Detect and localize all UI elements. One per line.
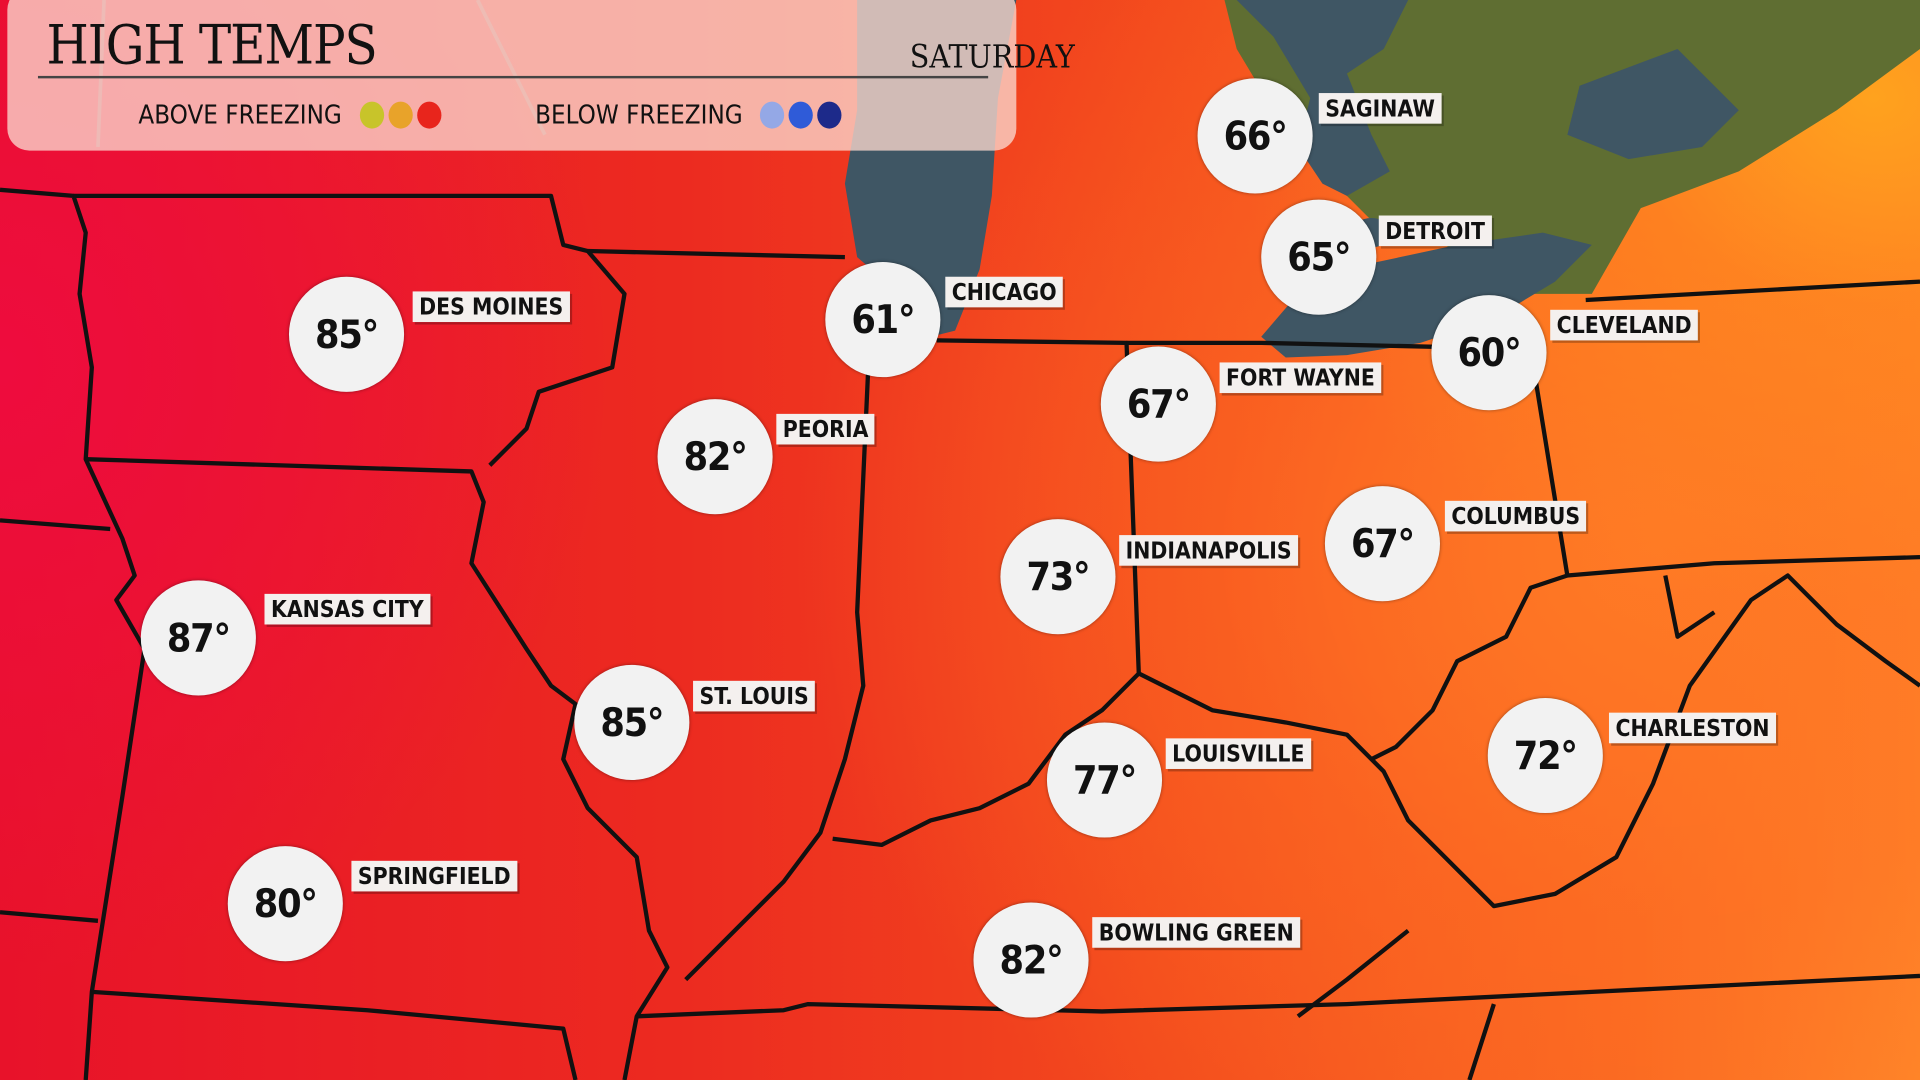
city-label-springfield: SPRINGFIELD	[351, 860, 518, 892]
city-label-detroit: DETROIT	[1378, 215, 1492, 247]
header-panel	[7, 0, 1017, 151]
temp-bubble: 67°	[1324, 486, 1441, 602]
title-divider	[37, 75, 989, 79]
temp-bubble: 80°	[227, 846, 343, 962]
temp-bubble: 87°	[140, 580, 256, 696]
temp-bubble: 72°	[1487, 697, 1603, 814]
legend-above-label: ABOVE FREEZING	[138, 100, 342, 130]
legend-dot-icon	[788, 101, 814, 129]
temp-bubble: 73°	[1000, 519, 1116, 635]
city-label-indianapolis: INDIANAPOLIS	[1119, 535, 1299, 566]
temp-bubble: 77°	[1046, 722, 1163, 838]
temp-bubble: 65°	[1261, 199, 1377, 315]
temp-bubble: 61°	[825, 262, 941, 378]
legend-dot-icon	[388, 101, 413, 129]
temp-bubble: 85°	[288, 276, 405, 392]
page-title: HIGH TEMPS	[46, 14, 378, 78]
legend-dot-icon	[416, 101, 442, 129]
legend-below-freezing: BELOW FREEZING	[535, 100, 842, 130]
temp-bubble: 67°	[1100, 346, 1216, 462]
temp-bubble: 85°	[574, 664, 690, 781]
temp-bubble: 66°	[1197, 78, 1313, 194]
city-label-charleston: CHARLESTON	[1608, 712, 1776, 744]
legend-dot-icon	[760, 101, 785, 129]
day-label: SATURDAY	[909, 39, 1075, 76]
city-label-cleveland: CLEVELAND	[1550, 309, 1699, 341]
georgian-bay	[1567, 48, 1739, 160]
city-label-columbus: COLUMBUS	[1444, 500, 1587, 532]
temp-bubble: 60°	[1431, 295, 1547, 411]
city-label-bowling-green: BOWLING GREEN	[1092, 917, 1301, 948]
city-label-louisville: LOUISVILLE	[1165, 738, 1311, 769]
legend-dot-icon	[817, 101, 842, 129]
city-label-st-louis: ST. LOUIS	[693, 680, 816, 712]
legend-above-freezing: ABOVE FREEZING	[138, 100, 442, 130]
legend-dot-icon	[359, 101, 384, 129]
city-label-kansas-city: KANSAS CITY	[264, 593, 431, 625]
temp-bubble: 82°	[657, 399, 773, 515]
city-label-peoria: PEORIA	[776, 413, 875, 445]
lake-erie	[1261, 232, 1592, 358]
temp-bubble: 82°	[973, 902, 1089, 1018]
legend-below-label: BELOW FREEZING	[535, 100, 743, 130]
city-label-des-moines: DES MOINES	[412, 291, 570, 323]
city-label-chicago: CHICAGO	[945, 276, 1064, 308]
city-label-saginaw: SAGINAW	[1318, 93, 1442, 124]
city-label-fort-wayne: FORT WAYNE	[1219, 362, 1382, 394]
state-borders	[0, 187, 1920, 1080]
